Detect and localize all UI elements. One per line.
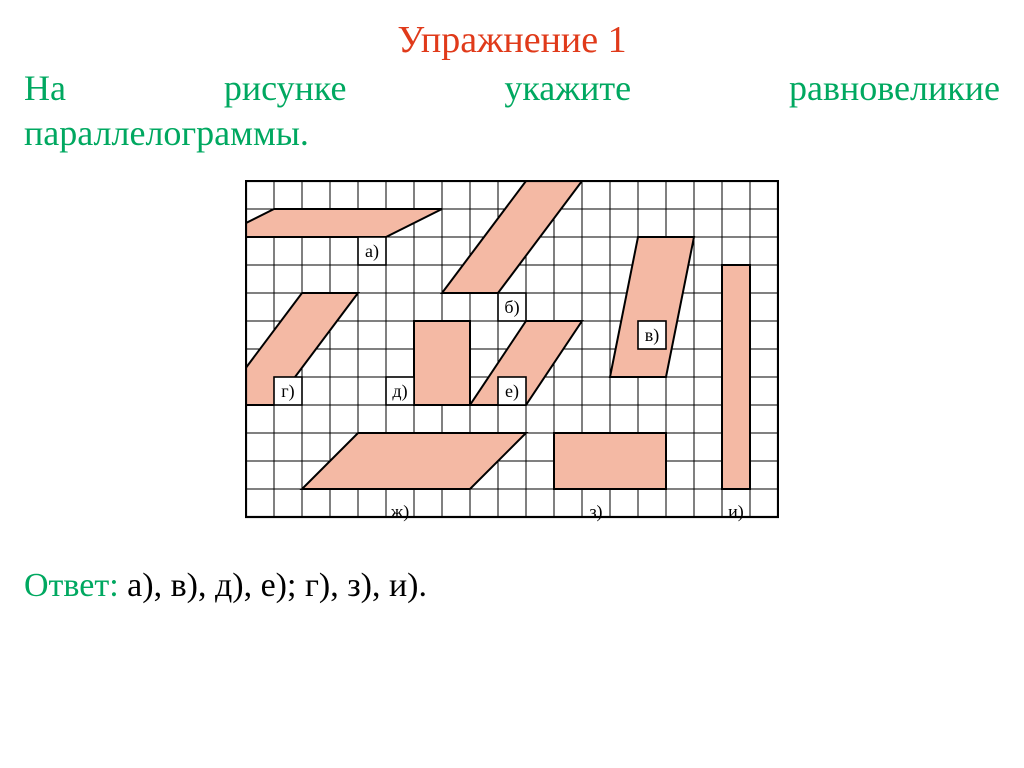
prompt-word: рисунке (224, 66, 347, 111)
parallelogram-figure: а) б) в) г) д) е) ж) з) и) (245, 180, 779, 544)
exercise-title: Упражнение 1 (0, 0, 1024, 62)
answer-label: Ответ: (24, 567, 119, 604)
prompt-word: На (24, 66, 66, 111)
shape-d (414, 321, 470, 405)
title-text: Упражнение 1 (397, 19, 626, 61)
label-e: е) (505, 381, 519, 402)
exercise-prompt: На рисунке укажите равновеликие параллел… (0, 62, 1024, 156)
label-v: в) (645, 325, 660, 346)
shape-i (722, 265, 750, 489)
label-i: и) (728, 501, 744, 522)
prompt-line-2: параллелограммы. (24, 111, 1000, 156)
label-d: д) (392, 381, 407, 402)
answer-text: а), в), д), е); г), з), и). (119, 567, 427, 604)
shape-a (245, 209, 442, 237)
label-b: б) (504, 297, 519, 318)
prompt-word: укажите (504, 66, 631, 111)
prompt-tail: параллелограммы. (24, 113, 309, 153)
label-z: з) (589, 501, 602, 522)
answer-line: Ответ: а), в), д), е); г), з), и). (0, 549, 1024, 605)
prompt-word: равновеликие (789, 66, 1000, 111)
label-g: г) (281, 381, 294, 402)
shape-z (554, 433, 666, 489)
label-zh: ж) (390, 501, 409, 522)
label-a: а) (365, 241, 379, 262)
figure-container: а) б) в) г) д) е) ж) з) и) (0, 180, 1024, 549)
prompt-line-1: На рисунке укажите равновеликие (24, 66, 1000, 111)
shape-zh (302, 433, 526, 489)
shape-v (610, 237, 694, 377)
